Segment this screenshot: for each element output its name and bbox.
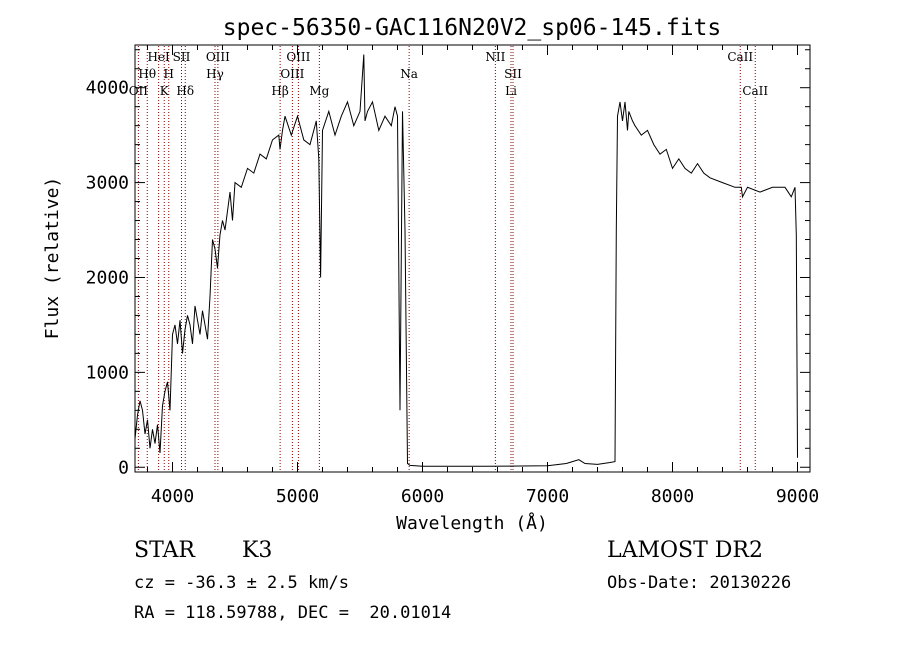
y-tick-label: 4000 <box>86 78 129 99</box>
x-tick-label: 9000 <box>776 486 819 507</box>
spectral-line-label: OIII <box>286 50 310 64</box>
x-tick-label: 8000 <box>651 486 694 507</box>
y-tick-label: 3000 <box>86 173 129 194</box>
spectral-line-label: OIII <box>280 67 304 81</box>
x-tick-label: 5000 <box>276 486 319 507</box>
redshift-value: cz = -36.3 ± 2.5 km/s <box>134 573 349 593</box>
object-class: STAR <box>134 538 195 563</box>
spectral-line-label: Hθ <box>138 67 156 81</box>
x-tick-label: 6000 <box>401 486 444 507</box>
spectral-line-label: SII <box>504 67 522 81</box>
x-axis-label: Wavelength (Å) <box>396 512 548 534</box>
spectral-line-label: CaII <box>742 84 768 98</box>
x-axis-ticks: 4000 5000 6000 7000 8000 9000 <box>147 45 819 507</box>
x-tick-label: 7000 <box>526 486 569 507</box>
y-tick-label: 1000 <box>86 362 129 383</box>
spectral-line-label: HeI <box>147 50 170 64</box>
line-marker-label-group: OII Hθ HeI KH SII Hδ Hγ OIII Hβ OIII OIII Mg Na NII Li… <box>129 50 769 98</box>
spectral-line-label: CaII <box>727 50 753 64</box>
survey-name: LAMOST DR2 <box>607 538 763 563</box>
spectral-line-label: Li <box>505 84 517 98</box>
spectral-line-label: SII <box>173 50 191 64</box>
obs-date: Obs-Date: 20130226 <box>607 573 792 593</box>
spectral-line-label: OII <box>129 84 149 98</box>
coordinates: RA = 118.59788, DEC = 20.01014 <box>134 603 452 623</box>
object-subclass: K3 <box>242 538 273 563</box>
spectral-line-label: Hγ <box>206 67 224 81</box>
y-tick-label: 0 <box>118 457 129 478</box>
x-tick-label: 4000 <box>151 486 194 507</box>
spectral-line-label: Mg <box>309 84 329 98</box>
spectral-line-label: NII <box>485 50 505 64</box>
spectral-line-label: Hδ <box>176 84 194 98</box>
y-axis-label: Flux (relative) <box>42 177 63 340</box>
spectral-line-label: Hβ <box>271 84 288 98</box>
spectral-line-label: OIII <box>206 50 230 64</box>
y-tick-label: 2000 <box>86 267 129 288</box>
spectrum-line <box>134 54 798 467</box>
spectral-line-label: Na <box>400 67 418 81</box>
chart-title: spec-56350-GAC116N20V2_sp06-145.fits <box>223 15 722 41</box>
y-axis-ticks: 0 1000 2000 3000 4000 <box>86 49 810 478</box>
spectral-line-label: H <box>164 67 174 81</box>
line-marker-group <box>137 46 756 471</box>
spectral-line-label: K <box>160 84 170 98</box>
plot-frame <box>134 44 811 473</box>
